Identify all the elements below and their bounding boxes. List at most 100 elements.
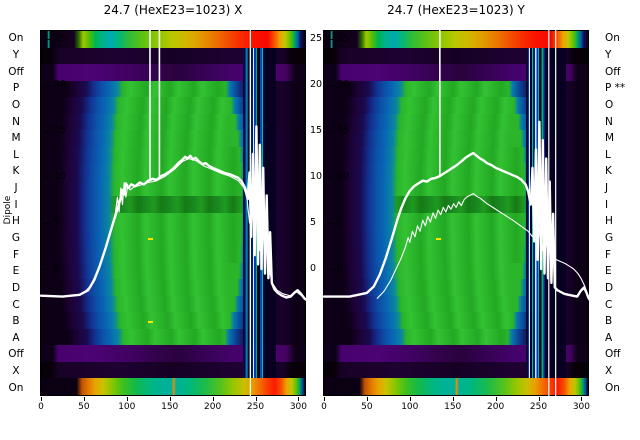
x-tick-label: 300: [572, 402, 590, 412]
x-tick-mark: [83, 397, 85, 401]
row-label-right: P **: [605, 82, 626, 95]
x-tick-label: 200: [204, 402, 222, 412]
heatmap-row: [41, 328, 305, 346]
row-label-left: N: [12, 115, 20, 128]
y-tick-mark: [44, 130, 50, 132]
row-label-right: K: [605, 165, 612, 178]
row-label-right: F: [605, 248, 612, 261]
row-label-right: On: [605, 381, 620, 394]
heatmap-row: [324, 47, 588, 65]
y-tick-label: 15: [54, 125, 67, 136]
y-tick-mark: [327, 38, 333, 40]
heatmap-panel-x: 25 25 20 20 15 15 10 10 5 5 0 0 0 50 100 150 200 250 300: [38, 15, 322, 412]
y-tick-label-right: 0: [310, 263, 317, 274]
row-label-right: Y: [605, 48, 612, 61]
row-label-right: C: [605, 298, 613, 311]
x-tick-mark: [409, 397, 411, 401]
x-tick-mark: [495, 397, 497, 401]
row-label-left: Y: [12, 48, 20, 61]
heatmap-row: [324, 328, 588, 346]
noise-stripes-overlay: [526, 47, 567, 379]
row-label-left: X: [12, 365, 20, 378]
x-tick-mark: [41, 397, 42, 401]
y-tick-label-right: 20: [310, 79, 323, 90]
heatmap-row: [324, 361, 588, 379]
row-label-right: H: [605, 215, 613, 228]
row-label-right: L: [605, 148, 611, 161]
x-tick-mark: [255, 397, 257, 401]
y-tick-mark: [327, 130, 333, 132]
y-tick-mark: [327, 222, 333, 224]
x-tick-label: 50: [361, 402, 373, 412]
row-label-left: I: [14, 198, 18, 211]
row-label-right: E: [605, 265, 612, 278]
x-tick-label: 150: [161, 402, 179, 412]
y-tick-label: 10: [54, 171, 67, 182]
y-tick-mark: [327, 84, 333, 86]
row-label-left: G: [11, 231, 21, 244]
row-label-left: E: [12, 265, 20, 278]
row-label-right: M: [605, 132, 615, 145]
x-tick-mark: [126, 397, 128, 401]
yellow-marker: [148, 237, 154, 240]
x-tick-label: 100: [118, 402, 136, 412]
row-label-left: D: [11, 281, 21, 294]
heatmap-row: [324, 31, 588, 48]
row-label-right: On: [605, 32, 620, 45]
x-tick-label: 0: [321, 402, 327, 412]
y-tick-label: 25: [337, 33, 350, 44]
row-label-left: A: [12, 331, 20, 344]
y-tick-mark: [44, 38, 50, 40]
y-tick-mark: [44, 222, 50, 224]
y-tick-mark: [44, 268, 50, 270]
right-plot-title: 24.7 (HexE23=1023) Y: [387, 3, 525, 17]
heatmap-row: [41, 312, 305, 329]
row-label-right: J: [605, 182, 609, 195]
heatmap-row: [324, 80, 588, 98]
row-label-left: B: [12, 315, 20, 328]
x-tick-mark: [538, 397, 540, 401]
heatmap-row: [324, 97, 588, 114]
row-label-right: A: [605, 331, 613, 344]
row-label-right: D: [605, 281, 614, 294]
heatmap-row: [324, 312, 588, 329]
row-label-left: M: [11, 132, 21, 145]
noise-stripes-overlay: [243, 47, 277, 379]
y-tick-label: 0: [54, 263, 61, 274]
x-tick-mark: [581, 397, 583, 401]
y-tick-label: 15: [337, 125, 350, 136]
x-tick-mark: [298, 397, 300, 401]
x-tick-label: 250: [246, 402, 265, 412]
row-label-right: Off: [605, 348, 621, 361]
row-label-left: L: [13, 148, 19, 161]
row-label-left: Off: [8, 348, 24, 361]
x-tick-label: 200: [487, 402, 505, 412]
y-tick-label: 0: [337, 263, 344, 274]
x-tick-label: 50: [78, 402, 90, 412]
y-tick-label-right: 25: [310, 33, 323, 44]
yellow-marker: [148, 321, 154, 324]
y-tick-label-right: 10: [310, 171, 323, 182]
row-labels-right: On Y Off P ** O N M L K J I H G F E D C B A Off X On: [605, 0, 639, 440]
heatmap-row: [41, 31, 305, 48]
row-label-left: Off: [8, 65, 24, 78]
heatmap-row: [324, 345, 588, 362]
x-tick-label: 0: [38, 402, 44, 412]
x-tick-label: 100: [401, 402, 419, 412]
row-label-right: I: [605, 198, 609, 211]
row-labels-left: On Y Off P O N M L K J I H G F E D C B A Off X On: [1, 0, 31, 440]
row-label-left: J: [14, 182, 18, 195]
row-label-left: P: [12, 82, 20, 95]
y-tick-label-right: 5: [310, 217, 317, 228]
x-tick-label: 150: [444, 402, 462, 412]
heatmap-row: [41, 64, 305, 81]
y-tick-label: 20: [54, 79, 67, 90]
row-label-right: X: [605, 365, 613, 378]
x-tick-mark: [452, 397, 454, 401]
heatmap-row: [41, 97, 305, 114]
y-tick-label: 5: [337, 217, 344, 228]
row-label-left: K: [12, 165, 20, 178]
y-tick-mark: [44, 176, 50, 178]
y-tick-label: 25: [54, 33, 67, 44]
